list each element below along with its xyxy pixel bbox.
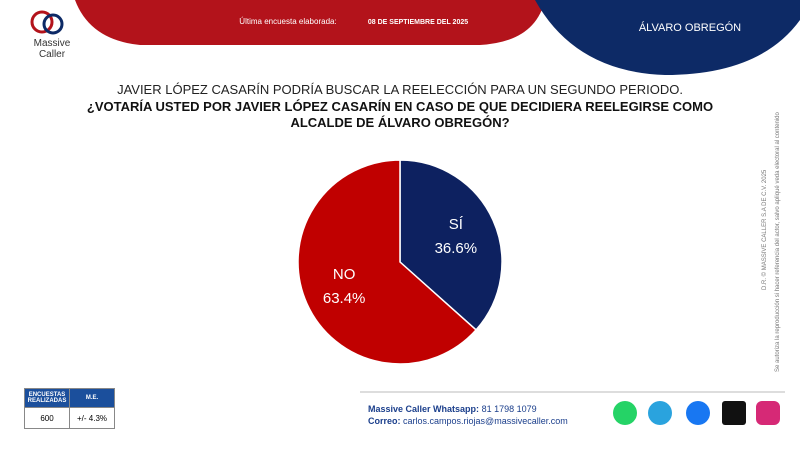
logo-text: Caller <box>39 49 66 60</box>
instagram-icon[interactable] <box>756 401 780 425</box>
contact-line: Massive Caller Whatsapp: 81 1798 1079 <box>368 404 537 414</box>
table-cell: 600 <box>24 407 70 429</box>
pie-slice <box>297 159 478 365</box>
chart-title: JAVIER LÓPEZ CASARÍN PODRÍA BUSCAR LA RE… <box>117 82 683 97</box>
contact-value: carlos.campos.riojas@massivecaller.com <box>403 416 568 426</box>
contact-value: 81 1798 1079 <box>481 404 537 414</box>
logo-text: Massive <box>34 38 71 49</box>
x-icon[interactable] <box>722 401 746 425</box>
table-header: ENCUESTAS REALIZADAS <box>24 388 70 408</box>
contact-line: Correo: carlos.campos.riojas@massivecall… <box>368 416 568 426</box>
logo-icon <box>42 13 64 35</box>
survey-table: ENCUESTAS REALIZADAS M.E. 600 +/- 4.3% <box>24 388 115 429</box>
value-label: 63.4% <box>323 290 366 307</box>
table-cell: +/- 4.3% <box>69 407 115 429</box>
region-band <box>535 0 800 75</box>
header-label: Última encuesta elaborada: <box>239 17 336 26</box>
value-label: 36.6% <box>435 240 478 257</box>
slice-label: SÍ <box>449 216 464 233</box>
header-band <box>75 0 545 45</box>
telegram-icon[interactable] <box>648 401 672 425</box>
table-header: M.E. <box>69 388 115 408</box>
slice-label: NO <box>333 266 356 283</box>
contact-label: Massive Caller Whatsapp: <box>368 404 480 414</box>
chart-subtitle: ¿VOTARÍA USTED POR JAVIER LÓPEZ CASARÍN … <box>86 99 714 130</box>
facebook-icon[interactable] <box>686 401 710 425</box>
pie-slice <box>399 159 503 331</box>
legal-text: Se autoriza la reproducción si hacer ref… <box>775 112 781 372</box>
legal-text: D.R. © MASSIVE CALLER S.A DE C.V. 2025 <box>762 169 768 290</box>
logo-icon <box>30 10 54 34</box>
header-date: 08 DE SEPTIEMBRE DEL 2025 <box>368 19 468 26</box>
contact-label: Correo: <box>368 416 401 426</box>
region: ÁLVARO OBREGÓN <box>639 21 741 34</box>
whatsapp-icon[interactable] <box>613 401 637 425</box>
